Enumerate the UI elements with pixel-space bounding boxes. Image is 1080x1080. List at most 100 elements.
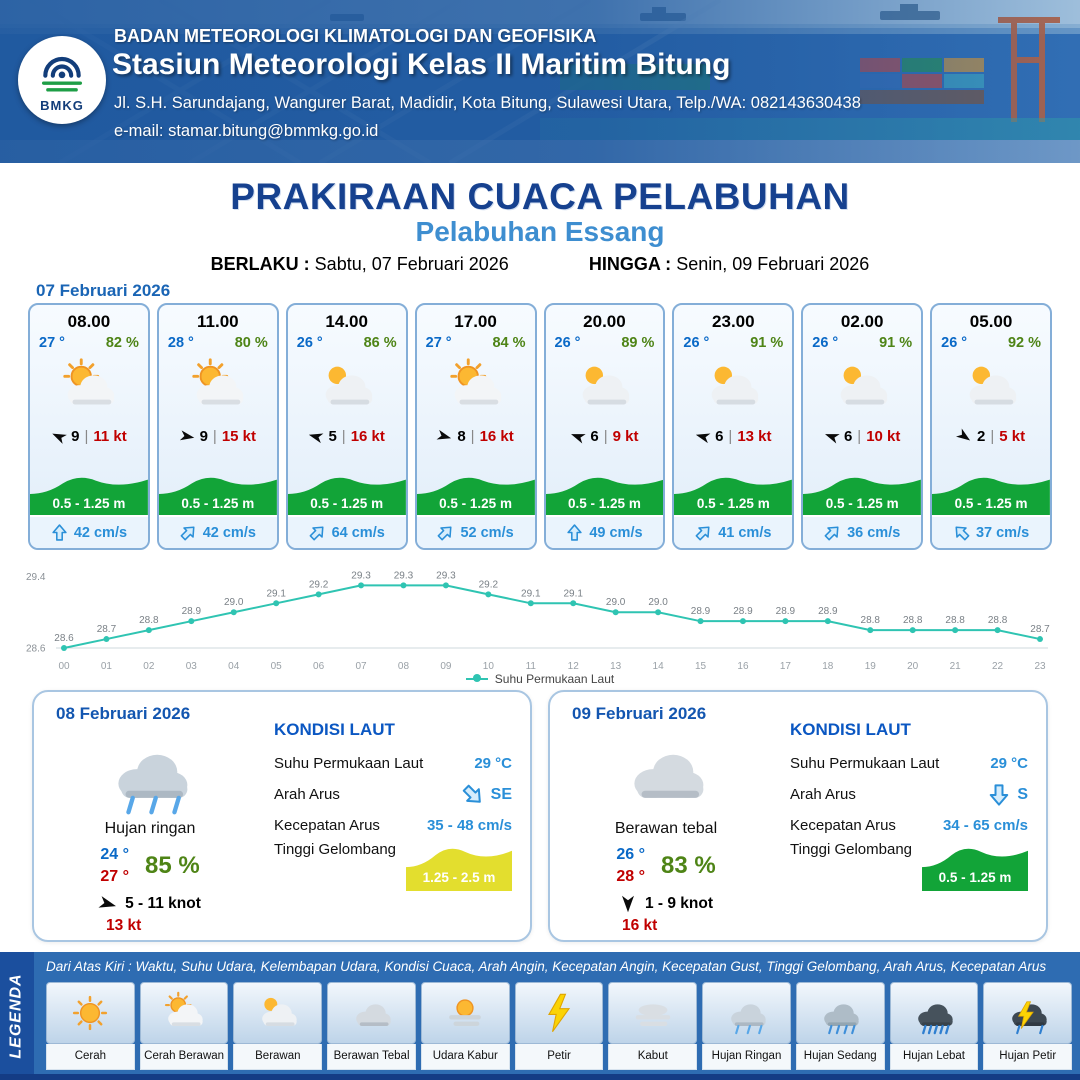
wind-row: 2 | 5 kt bbox=[932, 423, 1050, 449]
hujan-ringan-icon bbox=[702, 982, 791, 1044]
weather-condition: Hujan ringan bbox=[104, 820, 196, 837]
legend-item-hujan-ringan: Hujan Ringan bbox=[702, 982, 791, 1070]
current-direction-icon bbox=[949, 520, 973, 544]
humidity: 91 % bbox=[879, 335, 913, 351]
wave-height-value: 1.25 - 2.5 m bbox=[422, 870, 496, 885]
legend-item-berawan: Berawan bbox=[233, 982, 323, 1070]
header-overlay bbox=[0, 0, 1080, 163]
wind-direction-icon bbox=[49, 426, 69, 446]
forecast-card-02.00: 02.00 26 ° 91 % 6 | 10 kt 0.5 - 1.25 m 36 cm/s bbox=[801, 303, 924, 550]
current-speed-label: Kecepatan Arus bbox=[790, 817, 896, 834]
svg-text:28.8: 28.8 bbox=[988, 615, 1008, 626]
sea-conditions-heading: KONDISI LAUT bbox=[790, 720, 911, 739]
valid-until-label: HINGGA : bbox=[588, 254, 672, 274]
temp-humidity-row: 27 ° 82 % bbox=[30, 332, 148, 351]
current-direction-icon bbox=[821, 520, 845, 544]
humidity: 91 % bbox=[750, 335, 784, 351]
svg-text:28.9: 28.9 bbox=[776, 606, 796, 617]
legend-band: LEGENDA Dari Atas Kiri : Waktu, Suhu Uda… bbox=[0, 952, 1080, 1080]
separator: | bbox=[857, 427, 862, 445]
svg-text:01: 01 bbox=[101, 661, 113, 672]
svg-text:29.0: 29.0 bbox=[648, 597, 668, 608]
air-temperature: 27 ° bbox=[39, 335, 65, 351]
svg-text:17: 17 bbox=[780, 661, 792, 672]
forecast-time: 02.00 bbox=[840, 312, 884, 331]
wave-height-value: 0.5 - 1.25 m bbox=[938, 870, 1012, 885]
svg-text:10: 10 bbox=[483, 661, 495, 672]
svg-text:28.8: 28.8 bbox=[945, 615, 965, 626]
humidity: 86 % bbox=[363, 335, 397, 351]
wind-speed-value: 8 bbox=[457, 427, 466, 445]
wind-direction-icon bbox=[693, 427, 711, 445]
wind-direction-icon bbox=[307, 427, 325, 445]
separator: | bbox=[990, 427, 995, 445]
svg-text:22: 22 bbox=[992, 661, 1004, 672]
wind-row: 6 | 9 kt bbox=[546, 423, 664, 449]
svg-text:14: 14 bbox=[653, 661, 665, 672]
forecast-time: 20.00 bbox=[583, 312, 626, 331]
bmkg-logo-icon bbox=[42, 56, 83, 92]
current-direction-icon bbox=[566, 524, 583, 541]
page-title: PRAKIRAAN CUACA PELABUHAN bbox=[230, 176, 850, 217]
svg-text:03: 03 bbox=[186, 661, 198, 672]
forecast-time: 17.00 bbox=[454, 312, 497, 331]
legend-item-label: Hujan Petir bbox=[983, 1044, 1073, 1070]
legend-item-label: Hujan Lebat bbox=[889, 1044, 979, 1070]
gust-value: 16 kt bbox=[479, 427, 514, 445]
sst-label: Suhu Permukaan Laut bbox=[274, 755, 424, 772]
daily-card-08 Februari 2026: 08 Februari 2026 Hujan ringan 24 ° 27 ° 85 %… bbox=[32, 690, 532, 942]
separator: | bbox=[341, 427, 346, 445]
wave-height: 0.5 - 1.25 m bbox=[568, 496, 641, 511]
temp-max: 28 ° bbox=[616, 867, 645, 885]
weather-icon-berawan bbox=[803, 351, 921, 423]
separator: | bbox=[212, 427, 217, 445]
weather-icon-berawan bbox=[546, 351, 664, 423]
legend-strip-title: LEGENDA bbox=[8, 973, 26, 1059]
air-temperature: 26 ° bbox=[683, 335, 710, 351]
legend-item-label: Petir bbox=[514, 1044, 604, 1070]
humidity: 80 % bbox=[234, 335, 268, 351]
gust-value: 13 kt bbox=[737, 427, 772, 445]
sst-value: 29 °C bbox=[474, 755, 512, 772]
weather-icon-berawan bbox=[288, 351, 406, 423]
current-speed: 41 cm/s bbox=[718, 524, 772, 541]
current-row: 37 cm/s bbox=[932, 515, 1050, 548]
legend-item-hujan-petir: Hujan Petir bbox=[983, 982, 1073, 1070]
chart-legend-marker-icon bbox=[465, 674, 488, 682]
valid-from-label: BERLAKU : bbox=[210, 254, 310, 274]
weather-icon-hujan-ringan bbox=[44, 726, 256, 818]
humidity: 83 % bbox=[660, 851, 716, 879]
wave-height-band: 0.5 - 1.25 m bbox=[287, 471, 406, 515]
svg-text:16: 16 bbox=[737, 661, 749, 672]
wind-speed-value: 6 bbox=[715, 427, 724, 445]
daily-date: 08 Februari 2026 bbox=[56, 704, 191, 723]
wave-height-label: Tinggi Gelombang bbox=[790, 841, 913, 858]
petir-icon bbox=[514, 982, 604, 1044]
svg-text:12: 12 bbox=[568, 661, 580, 672]
berawan-icon bbox=[233, 982, 323, 1044]
wave-height-row: Tinggi Gelombang 1.25 - 2.5 m bbox=[274, 841, 512, 897]
current-direction-row: Arah Arus S bbox=[790, 779, 1028, 810]
current-direction-icon bbox=[51, 524, 68, 541]
wind-row: 6 | 10 kt bbox=[803, 423, 921, 449]
daily-card-09 Februari 2026: 09 Februari 2026 Berawan tebal 26 ° 28 ° 83 … bbox=[548, 690, 1048, 942]
current-direction-value: SE bbox=[490, 785, 512, 803]
gust-value: 11 kt bbox=[93, 427, 127, 445]
sst-value: 29 °C bbox=[990, 755, 1028, 772]
valid-from-value: Sabtu, 07 Februari 2026 bbox=[314, 254, 509, 274]
svg-text:29.4: 29.4 bbox=[26, 572, 46, 583]
svg-text:29.0: 29.0 bbox=[224, 597, 244, 608]
svg-text:29.1: 29.1 bbox=[266, 588, 286, 599]
sea-conditions: KONDISI LAUT Suhu Permukaan Laut 29 °C Arah… bbox=[790, 720, 1028, 897]
legend-item-label: Kabut bbox=[608, 1044, 698, 1070]
sst-row: Suhu Permukaan Laut 29 °C bbox=[790, 748, 1028, 779]
wind-row: 5 | 16 kt bbox=[288, 423, 406, 449]
wave-height: 0.5 - 1.25 m bbox=[310, 496, 384, 511]
svg-text:02: 02 bbox=[143, 661, 155, 672]
svg-text:28.8: 28.8 bbox=[861, 615, 881, 626]
forecast-card-14.00: 14.00 26 ° 86 % 5 | 16 kt 0.5 - 1.25 m 64 cm/s bbox=[285, 303, 408, 550]
svg-text:28.8: 28.8 bbox=[903, 615, 923, 626]
forecast-time: 08.00 bbox=[67, 312, 111, 331]
wind-direction-icon bbox=[97, 893, 119, 915]
forecast-time: 23.00 bbox=[712, 312, 755, 331]
